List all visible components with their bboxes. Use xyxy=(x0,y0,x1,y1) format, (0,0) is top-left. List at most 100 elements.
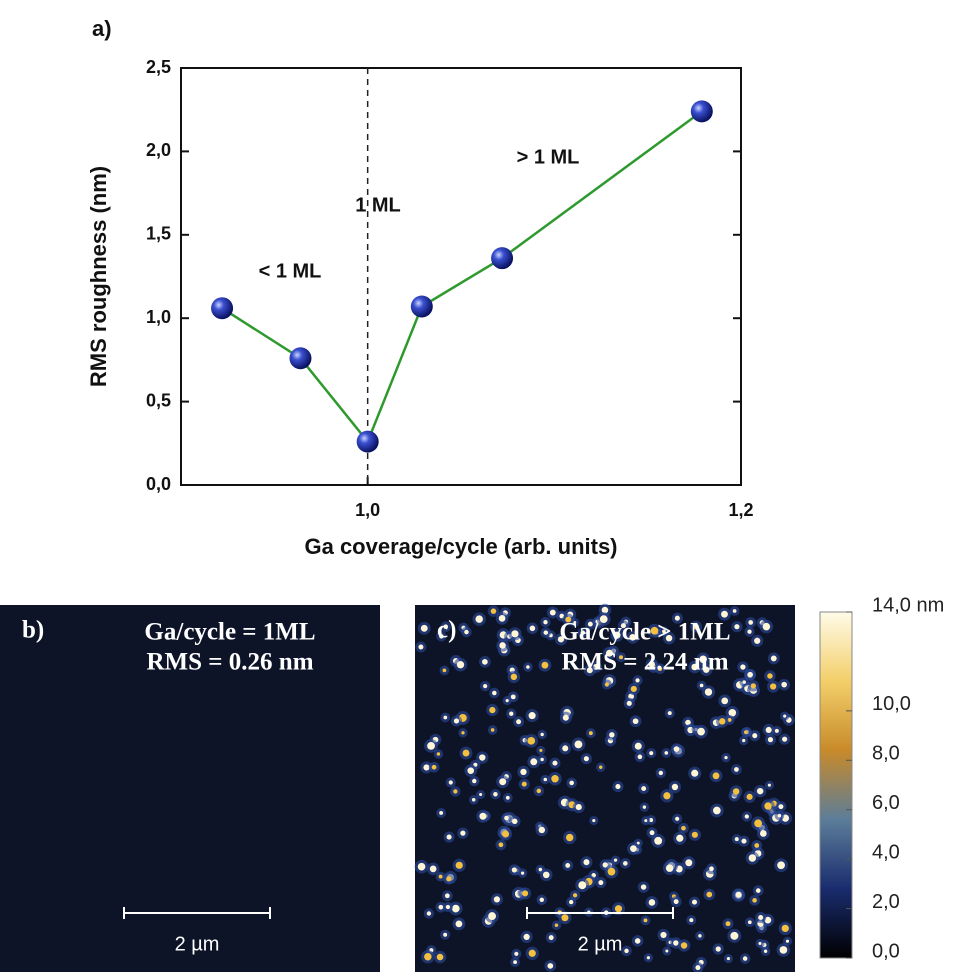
afm-grain xyxy=(420,624,428,632)
afm-grain xyxy=(667,711,672,716)
afm-grain xyxy=(721,610,728,618)
panel-text: Ga/cycle > 1ML xyxy=(559,619,730,646)
afm-grain xyxy=(624,948,629,954)
afm-grain xyxy=(607,867,616,876)
afm-grain xyxy=(418,644,424,650)
afm-grain xyxy=(706,891,713,898)
afm-grain xyxy=(699,655,707,664)
afm-grain xyxy=(713,806,721,815)
afm-grain xyxy=(479,754,486,761)
afm-grain xyxy=(510,694,516,700)
afm-grain xyxy=(664,751,669,755)
afm-grain xyxy=(781,924,789,933)
afm-grain xyxy=(540,757,544,762)
panel-label: c) xyxy=(437,617,456,644)
afm-grain xyxy=(642,805,647,809)
afm-grain xyxy=(715,946,721,952)
afm-grain xyxy=(548,935,554,941)
afm-grain xyxy=(712,772,720,780)
afm-grain xyxy=(613,631,621,639)
afm-grain xyxy=(689,918,694,923)
afm-grain xyxy=(742,956,748,961)
afm-grain xyxy=(483,684,488,689)
afm-grain xyxy=(744,730,748,735)
afm-grain xyxy=(637,754,643,760)
afm-grain xyxy=(719,718,726,725)
afm-grain xyxy=(529,625,536,632)
afm-grain xyxy=(575,803,582,811)
afm-grain xyxy=(511,867,517,873)
afm-grain xyxy=(505,795,510,800)
afm-grain xyxy=(499,778,507,786)
afm-grain xyxy=(663,792,671,800)
afm-grain xyxy=(601,606,609,614)
afm-grain xyxy=(572,893,578,898)
afm-grain xyxy=(748,854,757,862)
y-axis-title: RMS roughness (nm) xyxy=(86,166,111,387)
afm-grain xyxy=(562,714,569,721)
afm-grain xyxy=(539,897,544,903)
afm-grain xyxy=(680,942,688,949)
afm-grain xyxy=(741,838,747,844)
afm-grain xyxy=(734,624,740,630)
afm-grain xyxy=(438,874,443,879)
afm-grain xyxy=(530,758,538,766)
afm-grain xyxy=(443,624,449,630)
afm-grain xyxy=(614,905,623,913)
afm-grain xyxy=(756,787,764,795)
colorbar-label: 4,0 xyxy=(872,841,900,863)
afm-grain xyxy=(488,912,497,921)
afm-grain xyxy=(748,620,754,625)
afm-grain xyxy=(623,861,628,866)
afm-grain xyxy=(431,764,437,770)
data-point xyxy=(289,347,312,370)
afm-grain xyxy=(520,871,525,875)
afm-grain xyxy=(693,623,699,630)
afm-grain xyxy=(542,871,550,879)
afm-grain xyxy=(557,636,565,643)
afm-grain xyxy=(767,783,771,787)
afm-grain xyxy=(646,956,650,960)
afm-grain xyxy=(654,836,663,845)
afm-grain xyxy=(528,949,536,957)
afm-grain xyxy=(580,630,586,635)
afm-grain xyxy=(453,789,458,794)
panel-label: b) xyxy=(22,617,44,644)
afm-grain xyxy=(520,768,527,776)
afm-grain xyxy=(471,798,476,802)
afm-grain xyxy=(438,904,444,910)
afm-grain xyxy=(697,727,705,736)
afm-grain xyxy=(763,949,768,953)
afm-grain xyxy=(549,609,556,616)
afm-grain xyxy=(464,629,469,635)
colorbar-label: 6,0 xyxy=(872,792,900,814)
afm-grain xyxy=(498,615,506,622)
afm-grain xyxy=(513,960,518,965)
afm-grain xyxy=(436,953,444,961)
afm-grain xyxy=(573,621,577,625)
afm-grain xyxy=(514,951,519,956)
afm-grain xyxy=(502,830,510,838)
afm-grain xyxy=(747,920,752,925)
afm-grain xyxy=(758,914,764,921)
afm-grain xyxy=(703,666,710,673)
afm-grain xyxy=(565,616,572,623)
afm-grain xyxy=(479,812,487,820)
afm-grain xyxy=(455,861,463,869)
afm-grain xyxy=(691,831,698,838)
afm-grain xyxy=(630,685,637,693)
afm-grain xyxy=(676,834,684,842)
afm-grain xyxy=(599,765,603,770)
afm-grain xyxy=(565,862,571,868)
afm-grain xyxy=(561,914,569,922)
afm-grain xyxy=(424,953,432,961)
data-point xyxy=(491,247,514,270)
afm-grain xyxy=(444,893,450,899)
annotation: > 1 ML xyxy=(517,146,580,168)
afm-grain xyxy=(648,899,656,906)
afm-grain xyxy=(665,864,674,872)
afm-grain xyxy=(727,717,732,722)
afm-grain xyxy=(648,661,655,668)
y-tick-label: 2,5 xyxy=(146,57,171,77)
afm-grain xyxy=(445,904,451,910)
